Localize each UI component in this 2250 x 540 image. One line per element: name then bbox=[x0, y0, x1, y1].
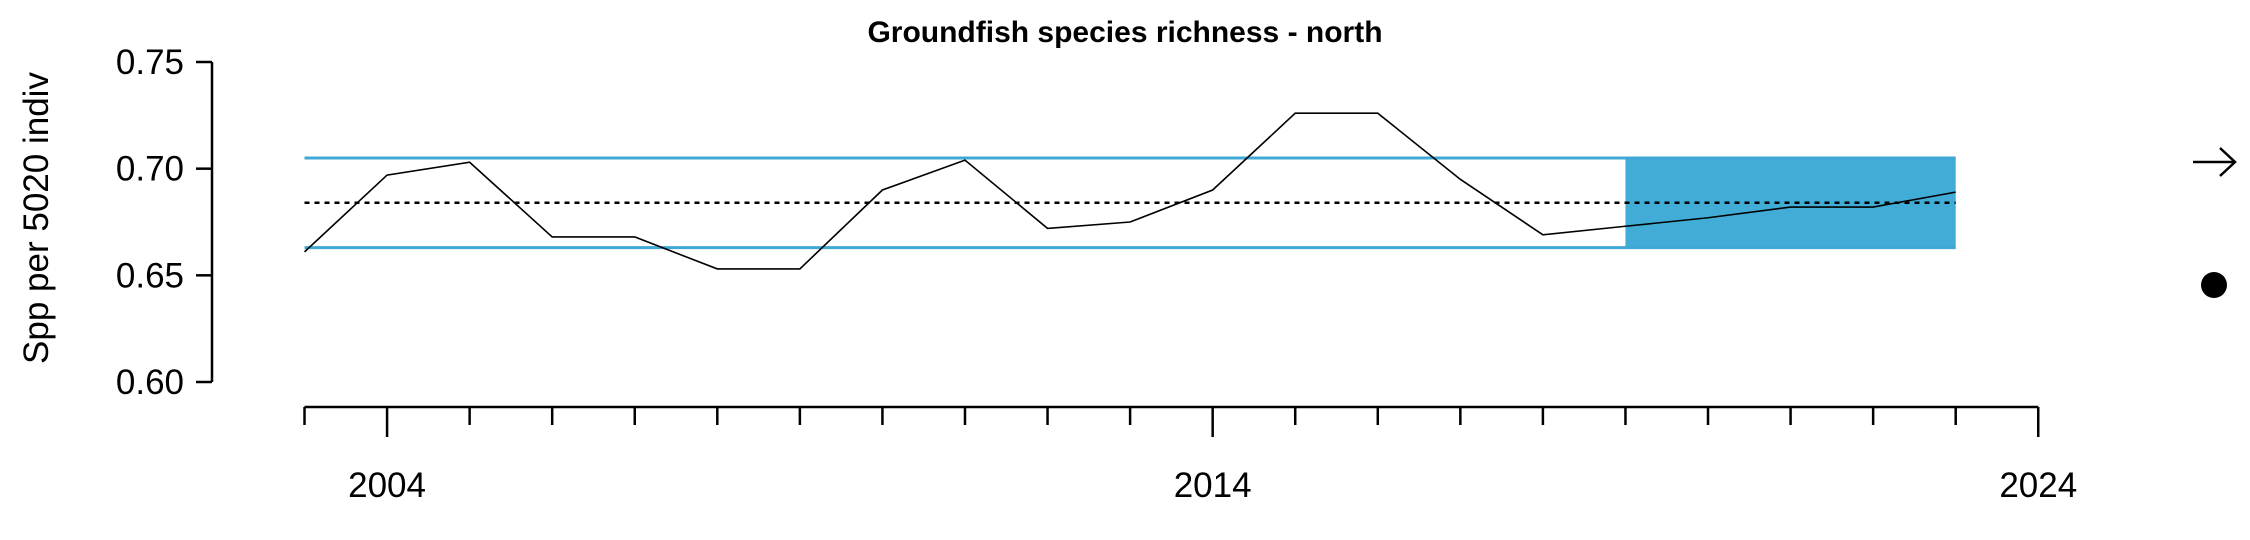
trend-arrow-icon bbox=[2193, 147, 2237, 177]
x-tick-label: 2024 bbox=[1999, 466, 2077, 505]
y-axis-label: Spp per 5020 indiv bbox=[17, 72, 56, 364]
status-dot-icon bbox=[2201, 272, 2227, 298]
chart-title: Groundfish species richness - north bbox=[867, 16, 1382, 49]
series-line bbox=[303, 112, 1956, 270]
plot-area: 0.60 0.65 0.70 0.75 2004 2014 2024 bbox=[116, 43, 2077, 505]
y-tick-label: 0.60 bbox=[116, 363, 184, 402]
y-tick-label: 0.65 bbox=[116, 256, 184, 295]
y-tick-label: 0.75 bbox=[116, 43, 184, 82]
x-tick-label: 2014 bbox=[1174, 466, 1252, 505]
x-tick-label: 2004 bbox=[348, 466, 426, 505]
y-tick-label: 0.70 bbox=[116, 150, 184, 189]
